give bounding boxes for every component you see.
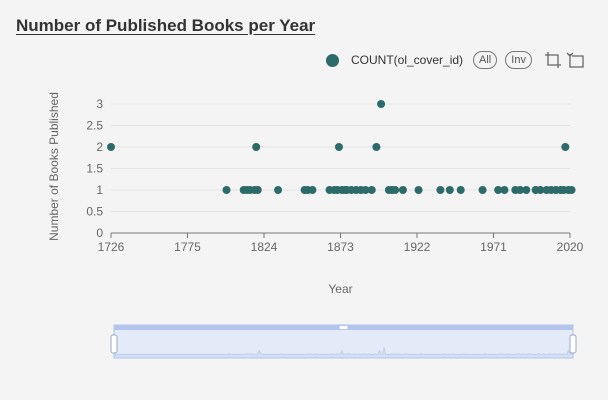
- x-axis-title: Year: [328, 282, 352, 296]
- data-point[interactable]: [414, 186, 423, 194]
- data-point[interactable]: [334, 143, 343, 151]
- x-tick-label: 1824: [251, 240, 278, 254]
- clear-select-icon[interactable]: [566, 51, 584, 69]
- chart-title: Number of Published Books per Year: [16, 16, 316, 35]
- y-tick-label: 0.5: [86, 205, 103, 219]
- select-all-button[interactable]: All: [473, 51, 498, 69]
- y-tick-label: 0: [96, 226, 103, 240]
- datazoom-right-handle[interactable]: [569, 334, 577, 354]
- data-point[interactable]: [274, 186, 283, 194]
- x-tick-label: 1922: [404, 240, 431, 254]
- x-tick-label: 1775: [174, 240, 201, 254]
- data-point[interactable]: [107, 143, 115, 151]
- x-tick-label: 2020: [557, 240, 584, 254]
- data-point[interactable]: [500, 186, 509, 194]
- datazoom-selected-range: [113, 324, 574, 359]
- y-tick-label: 1: [96, 183, 103, 197]
- data-point[interactable]: [367, 186, 376, 194]
- x-tick-label: 1726: [98, 240, 125, 254]
- y-tick-label: 3: [96, 97, 103, 111]
- y-tick-label: 2: [96, 140, 103, 154]
- data-point[interactable]: [436, 186, 445, 194]
- y-tick-label: 1.5: [86, 162, 103, 176]
- data-point[interactable]: [561, 143, 570, 151]
- data-point[interactable]: [456, 186, 465, 194]
- x-tick-label: 1971: [480, 240, 507, 254]
- data-point[interactable]: [308, 186, 317, 194]
- x-tick-label: 1873: [327, 240, 354, 254]
- data-point[interactable]: [377, 100, 386, 108]
- invert-selection-button[interactable]: Inv: [505, 51, 532, 69]
- data-point[interactable]: [516, 186, 525, 194]
- legend-marker[interactable]: [326, 53, 339, 67]
- legend-label[interactable]: COUNT(ol_cover_id): [351, 53, 464, 67]
- data-point[interactable]: [222, 186, 231, 194]
- data-point[interactable]: [372, 143, 381, 151]
- legend: COUNT(ol_cover_id) All Inv: [326, 49, 584, 71]
- data-point[interactable]: [567, 186, 576, 194]
- data-point[interactable]: [398, 186, 407, 194]
- data-point[interactable]: [391, 186, 400, 194]
- datazoom-left-handle[interactable]: [110, 334, 118, 354]
- y-axis-title: Number of Books Published: [47, 92, 61, 241]
- data-point[interactable]: [445, 186, 454, 194]
- data-point[interactable]: [253, 186, 262, 194]
- datazoom-move-handle: [339, 326, 348, 329]
- data-point[interactable]: [252, 143, 261, 151]
- data-point[interactable]: [522, 186, 531, 194]
- y-tick-label: 2.5: [86, 119, 103, 133]
- data-point[interactable]: [494, 186, 503, 194]
- rect-select-icon[interactable]: [544, 51, 562, 69]
- data-point[interactable]: [361, 186, 370, 194]
- data-point[interactable]: [478, 186, 487, 194]
- data-point[interactable]: [536, 186, 545, 194]
